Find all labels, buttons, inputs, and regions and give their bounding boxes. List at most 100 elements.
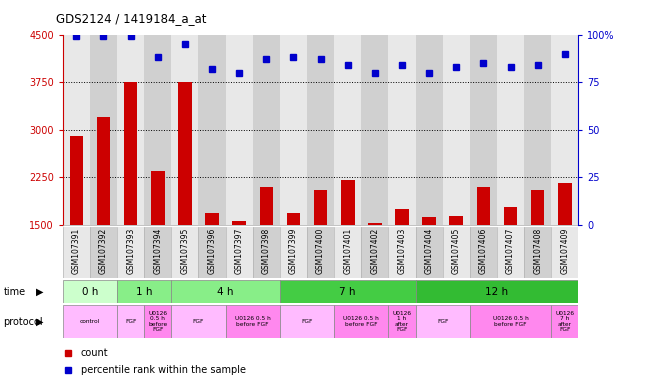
Bar <box>171 227 198 278</box>
Bar <box>144 35 171 225</box>
Bar <box>470 227 497 278</box>
Bar <box>416 305 470 338</box>
Text: U0126
1 h
after
FGF: U0126 1 h after FGF <box>393 311 412 332</box>
Bar <box>416 35 443 225</box>
Text: control: control <box>80 319 100 324</box>
Text: GSM107392: GSM107392 <box>99 228 108 274</box>
Bar <box>63 227 90 278</box>
Bar <box>144 227 171 278</box>
Text: U0126
7 h
after
FGF: U0126 7 h after FGF <box>555 311 574 332</box>
Bar <box>144 305 171 338</box>
Bar <box>225 305 280 338</box>
Text: FGF: FGF <box>437 319 448 324</box>
Bar <box>551 305 578 338</box>
Text: GDS2124 / 1419184_a_at: GDS2124 / 1419184_a_at <box>56 12 207 25</box>
Text: GSM107406: GSM107406 <box>479 228 488 275</box>
Text: FGF: FGF <box>125 319 136 324</box>
Bar <box>416 227 443 278</box>
Bar <box>90 35 117 225</box>
Text: 7 h: 7 h <box>340 287 356 297</box>
Text: U0126 0.5 h
before FGF: U0126 0.5 h before FGF <box>492 316 528 327</box>
Bar <box>368 223 381 225</box>
Text: ▶: ▶ <box>36 316 44 327</box>
Text: GSM107391: GSM107391 <box>72 228 81 274</box>
Bar <box>389 305 416 338</box>
Bar <box>551 227 578 278</box>
Bar <box>178 82 192 225</box>
Text: GSM107394: GSM107394 <box>153 228 162 275</box>
Text: GSM107393: GSM107393 <box>126 228 135 275</box>
Text: percentile rank within the sample: percentile rank within the sample <box>81 364 246 375</box>
Bar <box>334 35 362 225</box>
Text: FGF: FGF <box>301 319 313 324</box>
Text: FGF: FGF <box>193 319 204 324</box>
Bar <box>171 305 225 338</box>
Bar <box>117 35 144 225</box>
Bar <box>497 35 524 225</box>
Bar <box>151 171 165 225</box>
Text: GSM107398: GSM107398 <box>262 228 271 274</box>
Bar <box>225 35 253 225</box>
Bar <box>90 227 117 278</box>
Bar <box>225 227 253 278</box>
Bar <box>389 227 416 278</box>
Text: GSM107400: GSM107400 <box>316 228 325 275</box>
Bar <box>307 227 334 278</box>
Bar <box>117 227 144 278</box>
Bar <box>470 305 551 338</box>
Bar <box>171 280 280 303</box>
Bar <box>524 35 551 225</box>
Text: GSM107407: GSM107407 <box>506 228 515 275</box>
Text: U0126
0.5 h
before
FGF: U0126 0.5 h before FGF <box>148 311 167 332</box>
Bar <box>171 35 198 225</box>
Bar <box>63 280 117 303</box>
Text: U0126 0.5 h
before FGF: U0126 0.5 h before FGF <box>235 316 270 327</box>
Bar <box>97 117 110 225</box>
Bar <box>287 213 300 225</box>
Bar <box>280 227 307 278</box>
Text: U0126 0.5 h
before FGF: U0126 0.5 h before FGF <box>344 316 379 327</box>
Text: time: time <box>3 287 25 297</box>
Text: GSM107404: GSM107404 <box>424 228 434 275</box>
Bar <box>233 222 246 225</box>
Text: 0 h: 0 h <box>82 287 98 297</box>
Bar <box>558 184 572 225</box>
Text: GSM107405: GSM107405 <box>451 228 461 275</box>
Bar <box>416 280 578 303</box>
Bar <box>69 136 83 225</box>
Bar <box>206 213 219 225</box>
Text: 4 h: 4 h <box>217 287 234 297</box>
Bar <box>334 305 389 338</box>
Bar <box>63 35 90 225</box>
Bar <box>334 227 362 278</box>
Bar <box>395 209 408 225</box>
Text: GSM107402: GSM107402 <box>370 228 379 274</box>
Bar <box>280 35 307 225</box>
Bar <box>280 280 416 303</box>
Bar <box>117 305 144 338</box>
Bar <box>198 227 225 278</box>
Bar <box>470 35 497 225</box>
Bar <box>307 35 334 225</box>
Text: count: count <box>81 348 108 358</box>
Bar <box>443 227 470 278</box>
Bar <box>524 227 551 278</box>
Bar <box>551 35 578 225</box>
Bar <box>504 207 518 225</box>
Text: GSM107408: GSM107408 <box>533 228 542 274</box>
Bar <box>422 217 436 225</box>
Text: GSM107396: GSM107396 <box>208 228 217 275</box>
Text: GSM107395: GSM107395 <box>180 228 190 275</box>
Bar <box>253 35 280 225</box>
Bar <box>341 180 354 225</box>
Bar <box>314 190 327 225</box>
Bar <box>531 190 545 225</box>
Text: 12 h: 12 h <box>485 287 508 297</box>
Text: 1 h: 1 h <box>136 287 153 297</box>
Text: protocol: protocol <box>3 316 43 327</box>
Bar <box>362 227 389 278</box>
Text: GSM107399: GSM107399 <box>289 228 298 275</box>
Bar <box>260 187 273 225</box>
Bar <box>497 227 524 278</box>
Bar <box>124 82 137 225</box>
